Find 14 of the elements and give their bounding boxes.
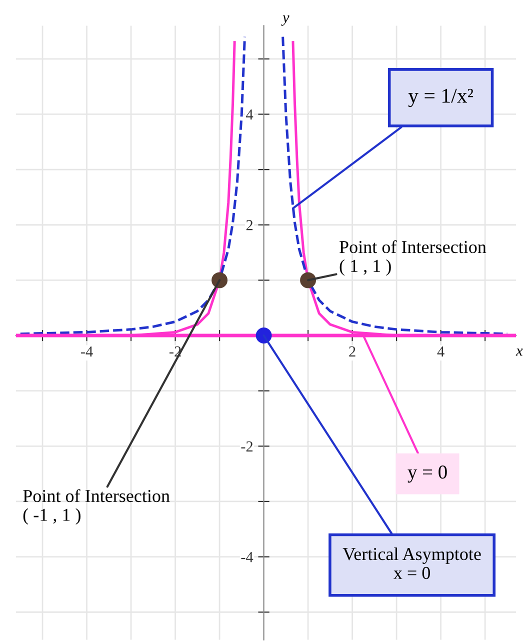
annotation: y = 1/x² — [408, 88, 474, 108]
x-axis-title: x — [516, 348, 523, 356]
x-tick-label: 2 — [349, 346, 356, 357]
y-tick-label: -4 — [241, 552, 254, 562]
annotation: Point of Intersection ( 1 , 1 ) — [340, 240, 486, 276]
y-tick-label: 2 — [246, 220, 253, 230]
y-tick-label: 4 — [246, 109, 254, 120]
y-tick-label: -2 — [241, 441, 253, 452]
y-axis-title: y — [281, 15, 290, 26]
ref-line-label: y = 0 — [408, 466, 447, 483]
x-tick-label: 4 — [437, 346, 444, 357]
annotation: Vertical Asymptote x = 0 — [342, 547, 481, 580]
annotation: Point of Intersection ( -1 , 1 ) — [23, 489, 170, 525]
x-tick-label: -4 — [80, 346, 93, 357]
